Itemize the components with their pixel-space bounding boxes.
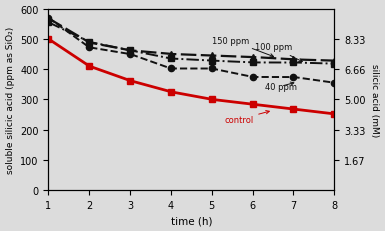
Y-axis label: soluble silicic acid (ppm as SiO₂): soluble silicic acid (ppm as SiO₂) xyxy=(5,27,15,173)
Y-axis label: silicic acid (mM): silicic acid (mM) xyxy=(370,64,380,136)
Text: 150 ppm: 150 ppm xyxy=(212,36,273,58)
X-axis label: time (h): time (h) xyxy=(171,216,212,225)
Text: control: control xyxy=(224,111,270,125)
Text: 40 ppm: 40 ppm xyxy=(265,82,297,91)
Text: 100 ppm: 100 ppm xyxy=(254,43,302,62)
